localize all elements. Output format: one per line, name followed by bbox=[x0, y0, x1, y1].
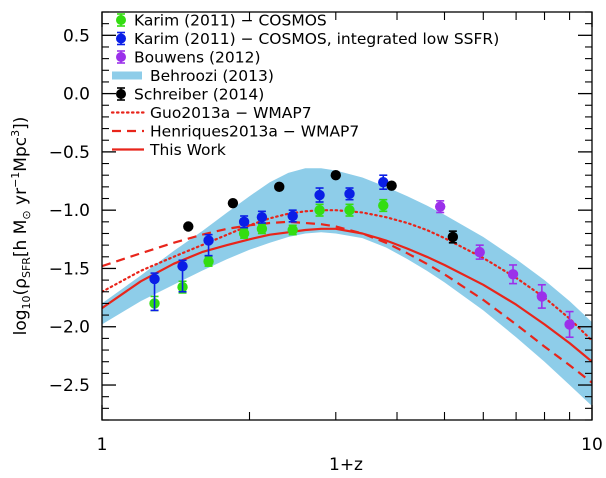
data-point bbox=[227, 197, 239, 209]
legend-label: Behroozi (2013) bbox=[150, 67, 274, 85]
y-tick-label: −2.0 bbox=[49, 318, 90, 338]
legend-label: This Work bbox=[149, 141, 226, 159]
data-point bbox=[256, 211, 268, 223]
band-layer bbox=[102, 168, 592, 406]
series-line-dashed bbox=[102, 220, 592, 384]
x-tick-label: 10 bbox=[581, 435, 603, 455]
data-point bbox=[149, 273, 160, 285]
data-point bbox=[344, 204, 355, 216]
data-point bbox=[447, 231, 459, 243]
data-point bbox=[274, 181, 285, 193]
legend-label: Bouwens (2012) bbox=[134, 49, 261, 67]
data-point bbox=[314, 189, 325, 201]
axis-ticks: 0.5 0.0 −0.5 −1.0 −1.5 −2.0 −2.5 1 10 bbox=[49, 11, 603, 455]
data-point bbox=[344, 188, 355, 200]
legend-marker bbox=[116, 52, 126, 62]
data-point bbox=[314, 204, 325, 216]
data-point bbox=[203, 235, 214, 246]
y-tick-label: −1.0 bbox=[49, 201, 90, 221]
data-point bbox=[238, 228, 250, 239]
data-point bbox=[474, 246, 485, 258]
legend-marker bbox=[116, 33, 126, 44]
legend-label: Karim (2011) − COSMOS bbox=[134, 12, 327, 30]
legend-marker bbox=[116, 89, 126, 99]
data-point bbox=[378, 200, 389, 211]
plot-frame bbox=[101, 11, 593, 421]
data-point bbox=[238, 216, 250, 228]
y-tick-label: −0.5 bbox=[49, 143, 90, 163]
data-point bbox=[330, 170, 341, 181]
legend-label: Henriques2013a − WMAP7 bbox=[150, 123, 359, 141]
data-point bbox=[177, 260, 188, 272]
data-point bbox=[287, 224, 298, 236]
data-point bbox=[434, 201, 446, 212]
data-point bbox=[507, 269, 519, 280]
data-point bbox=[536, 291, 548, 302]
data-point bbox=[256, 223, 268, 235]
series-line-solid bbox=[102, 227, 592, 363]
data-point bbox=[564, 319, 575, 330]
x-tick-label: 1 bbox=[97, 435, 108, 455]
x-axis-label: 1+z bbox=[329, 455, 363, 475]
legend-label: Schreiber (2014) bbox=[134, 86, 264, 104]
y-tick-label: −2.5 bbox=[49, 376, 90, 396]
y-tick-label: 0.5 bbox=[63, 26, 90, 46]
data-point bbox=[386, 180, 397, 191]
legend-marker bbox=[116, 15, 126, 25]
data-point bbox=[287, 210, 298, 222]
y-axis-label: log10(ρSFR[h M⊙ yr−1Mpc3]) bbox=[9, 117, 33, 336]
y-tick-label: 0.0 bbox=[63, 85, 90, 105]
data-point bbox=[378, 176, 389, 188]
data-points bbox=[149, 170, 575, 339]
y-tick-label: −1.5 bbox=[49, 259, 90, 279]
legend-label: Guo2013a − WMAP7 bbox=[150, 104, 312, 122]
legend-band-swatch bbox=[112, 71, 142, 80]
legend-label: Karim (2011) − COSMOS, integrated low SS… bbox=[134, 30, 499, 48]
data-point bbox=[183, 221, 194, 232]
behroozi-band bbox=[102, 168, 592, 406]
data-point bbox=[203, 256, 214, 267]
